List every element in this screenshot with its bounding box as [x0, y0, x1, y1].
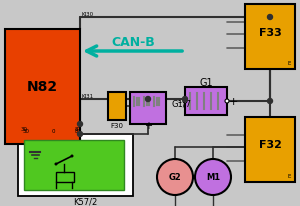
Bar: [18, 134, 133, 196]
Text: K57/2: K57/2: [74, 197, 98, 206]
Circle shape: [268, 15, 272, 20]
Text: F30: F30: [110, 122, 124, 128]
Text: 87: 87: [74, 127, 82, 132]
Text: 30: 30: [22, 129, 29, 134]
Text: F33: F33: [259, 27, 281, 37]
Text: CAN-B: CAN-B: [111, 35, 155, 48]
Circle shape: [183, 99, 187, 103]
Text: +: +: [144, 121, 152, 130]
Circle shape: [146, 97, 151, 102]
Text: G2: G2: [169, 173, 182, 182]
Text: E: E: [288, 61, 291, 66]
Circle shape: [157, 159, 193, 195]
Bar: [130, 92, 166, 124]
Bar: [108, 92, 126, 121]
Text: KI31: KI31: [82, 94, 94, 98]
Circle shape: [55, 163, 58, 166]
Bar: [24, 140, 124, 190]
Bar: [245, 117, 295, 182]
Text: G1: G1: [199, 78, 213, 88]
Text: 0: 0: [51, 129, 55, 134]
Bar: [245, 5, 295, 70]
Text: +: +: [228, 97, 238, 107]
Text: KI30: KI30: [82, 12, 94, 17]
Bar: [5, 30, 80, 144]
Circle shape: [225, 99, 229, 103]
Circle shape: [268, 99, 272, 104]
Text: M1: M1: [206, 173, 220, 182]
Circle shape: [77, 132, 83, 137]
Circle shape: [182, 97, 188, 102]
Text: E: E: [288, 173, 291, 178]
Circle shape: [195, 159, 231, 195]
Text: -: -: [177, 97, 181, 107]
Bar: [56, 172, 74, 182]
Bar: [185, 88, 227, 115]
Circle shape: [70, 155, 74, 158]
Text: F32: F32: [259, 140, 281, 150]
Text: 87: 87: [74, 129, 82, 134]
Text: G1/7: G1/7: [172, 99, 192, 108]
Text: -: -: [146, 91, 150, 102]
Text: N82: N82: [27, 80, 58, 94]
Circle shape: [77, 122, 83, 127]
Text: 30: 30: [20, 127, 28, 132]
